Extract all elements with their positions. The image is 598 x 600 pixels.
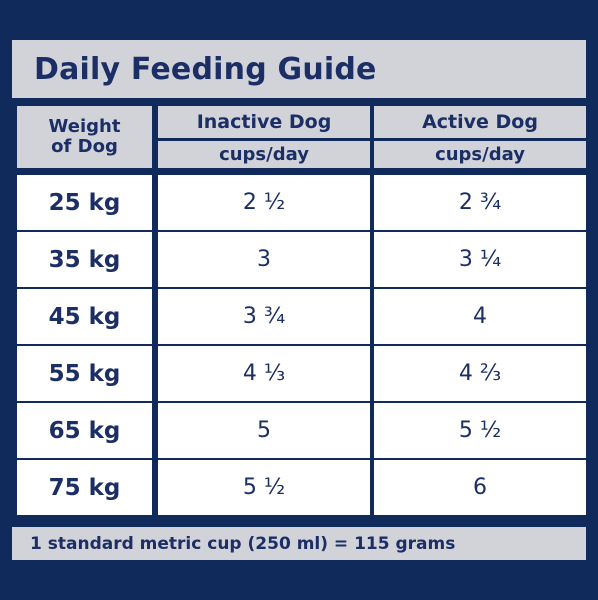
weight-cell: 75 kg [17,460,152,515]
table-row: 35 kg 3 3 ¼ [17,232,586,287]
active-cell: 2 ¾ [374,175,586,230]
title-bar: Daily Feeding Guide [12,40,586,98]
table-row: 45 kg 3 ¾ 4 [17,289,586,344]
page-title: Daily Feeding Guide [34,52,377,87]
table-row: 75 kg 5 ½ 6 [17,460,586,515]
weight-cell: 25 kg [17,175,152,230]
footer-note: 1 standard metric cup (250 ml) = 115 gra… [12,527,586,560]
inactive-cell: 5 ½ [158,460,370,515]
weight-cell: 45 kg [17,289,152,344]
active-cell: 5 ½ [374,403,586,458]
feeding-guide-panel: Daily Feeding Guide Weight of Dog Inacti… [12,40,586,560]
inactive-cell: 3 [158,232,370,287]
active-cell: 4 [374,289,586,344]
column-header-weight-line1: Weight [48,116,121,137]
active-cell: 6 [374,460,586,515]
table-row: 55 kg 4 ⅓ 4 ⅔ [17,346,586,401]
weight-cell: 55 kg [17,346,152,401]
inactive-cell: 4 ⅓ [158,346,370,401]
column-unit-active: cups/day [374,141,586,168]
column-header-weight: Weight of Dog [17,106,152,168]
column-unit-inactive: cups/day [158,141,370,168]
weight-cell: 65 kg [17,403,152,458]
column-header-inactive: Inactive Dog [158,106,370,138]
weight-cell: 35 kg [17,232,152,287]
column-header-active: Active Dog [374,106,586,138]
inactive-cell: 5 [158,403,370,458]
active-cell: 3 ¼ [374,232,586,287]
column-header-weight-line2: of Dog [51,136,118,157]
table-row: 65 kg 5 5 ½ [17,403,586,458]
inactive-cell: 2 ½ [158,175,370,230]
active-cell: 4 ⅔ [374,346,586,401]
inactive-cell: 3 ¾ [158,289,370,344]
table-row: 25 kg 2 ½ 2 ¾ [17,175,586,230]
